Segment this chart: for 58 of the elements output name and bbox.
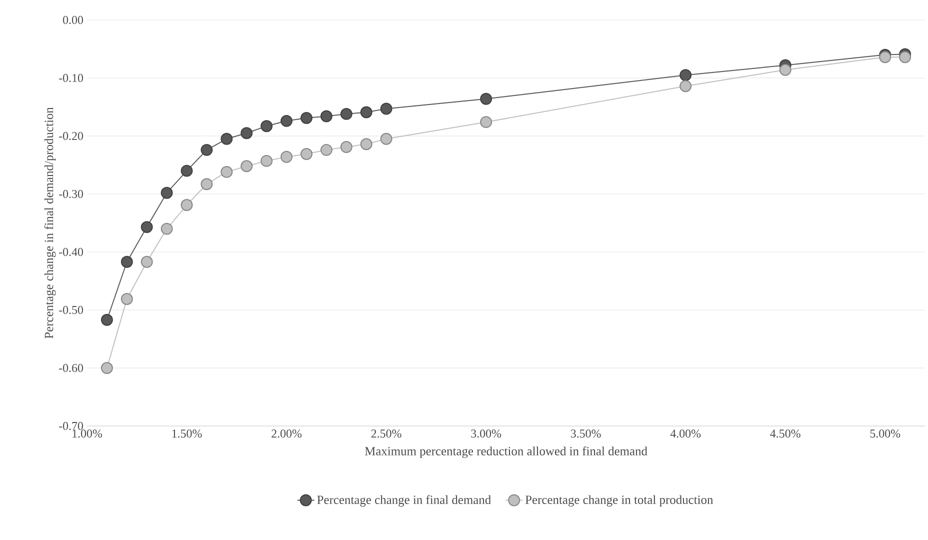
point <box>160 222 173 235</box>
x-tick-label: 5.00% <box>870 430 900 438</box>
point <box>120 256 133 268</box>
x-tick-label: 4.50% <box>770 430 800 438</box>
point <box>280 114 293 127</box>
x-tick-label: 4.00% <box>670 430 701 438</box>
legend-label: Percentage change in final demand <box>317 495 491 507</box>
point <box>160 186 173 199</box>
x-tick-label: 2.00% <box>272 430 302 438</box>
x-tick-label: 1.00% <box>72 430 102 438</box>
y-tick-label: -0.70 <box>59 422 84 430</box>
point <box>680 69 692 82</box>
point <box>380 102 392 115</box>
point <box>140 221 153 234</box>
point <box>380 132 392 145</box>
y-tick-label: -0.10 <box>59 74 84 82</box>
point <box>100 314 113 326</box>
point <box>180 164 193 177</box>
point <box>360 138 372 150</box>
point <box>480 116 492 128</box>
point <box>480 92 492 105</box>
point <box>879 51 892 64</box>
point <box>200 144 213 156</box>
point <box>680 80 692 92</box>
point <box>140 256 153 268</box>
y-axis-title: Percentage change in final demand/production <box>44 107 56 338</box>
point <box>200 178 213 190</box>
point <box>180 199 193 211</box>
point <box>100 362 113 374</box>
point <box>240 127 253 140</box>
point <box>340 141 352 153</box>
point <box>280 150 293 163</box>
y-tick-label: -0.60 <box>59 364 84 372</box>
point <box>899 51 912 64</box>
point <box>300 148 312 160</box>
point <box>120 293 133 305</box>
point <box>360 106 372 118</box>
point <box>340 108 352 120</box>
point <box>260 154 273 167</box>
y-tick-label: 0.00 <box>63 16 84 24</box>
point <box>300 112 312 124</box>
x-tick-label: 3.50% <box>570 430 601 438</box>
y-tick-label: -0.40 <box>59 248 84 256</box>
legend-label: Percentage change in total production <box>525 495 714 507</box>
y-tick-label: -0.20 <box>59 132 84 140</box>
point <box>320 110 332 122</box>
y-tick-label: -0.50 <box>59 306 84 314</box>
x-axis-title: Maximum percentage reduction allowed in final demand <box>364 446 648 458</box>
point <box>220 132 233 145</box>
y-tick-label: -0.30 <box>59 190 84 198</box>
point <box>240 160 253 172</box>
x-tick-label: 3.00% <box>471 430 502 438</box>
point <box>220 166 233 178</box>
point <box>779 64 792 76</box>
point <box>320 144 332 156</box>
x-tick-label: 2.50% <box>371 430 402 438</box>
point <box>260 120 273 132</box>
x-tick-label: 1.50% <box>172 430 202 438</box>
